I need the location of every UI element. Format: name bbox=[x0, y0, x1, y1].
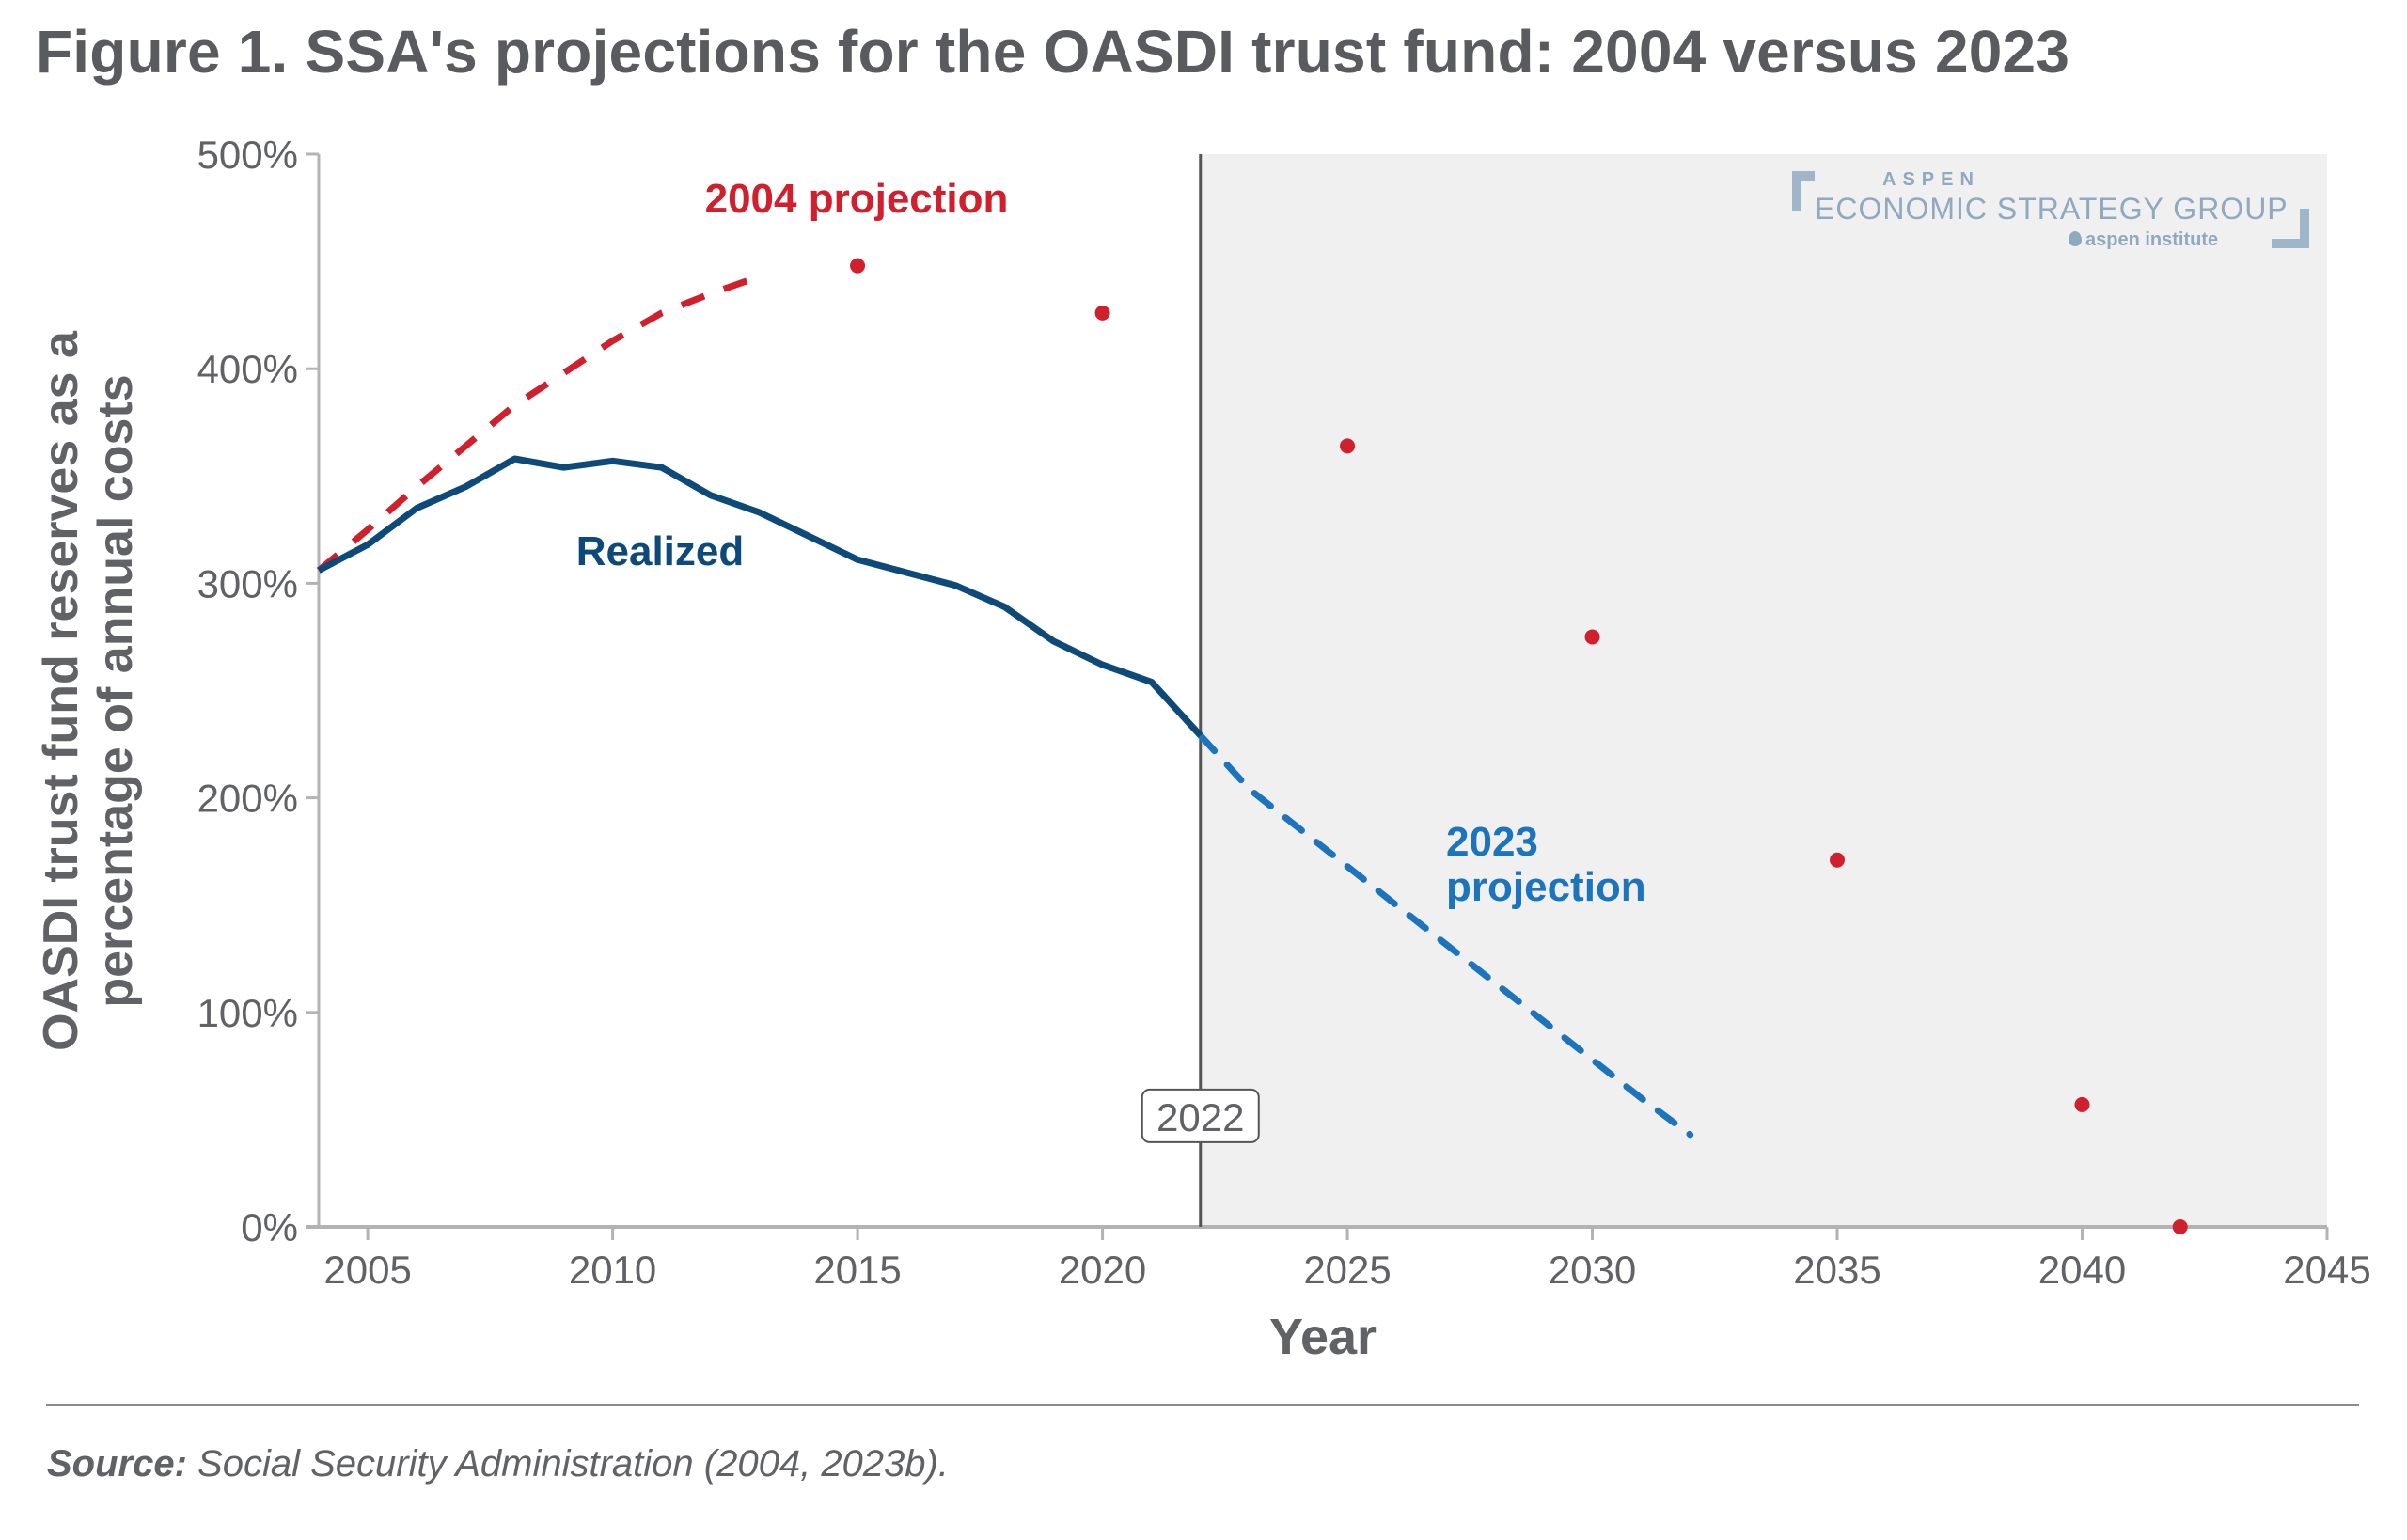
y-tick-label: 200% bbox=[197, 777, 298, 821]
x-tick-label: 2020 bbox=[1059, 1248, 1146, 1292]
series-2004-projection-point bbox=[2172, 1219, 2188, 1234]
logo-aspen-text: ASPEN bbox=[1882, 169, 1980, 190]
x-tick-label: 2005 bbox=[323, 1248, 411, 1292]
x-tick-label: 2040 bbox=[2038, 1248, 2126, 1292]
series-2004-projection-point bbox=[850, 258, 866, 274]
y-tick-label: 400% bbox=[197, 347, 298, 391]
footer-divider bbox=[46, 1404, 2359, 1406]
label-2023-projection-line1: 2023 bbox=[1446, 819, 1538, 865]
y-tick-label: 100% bbox=[197, 991, 298, 1035]
series-2004-projection-point bbox=[1340, 438, 1356, 454]
x-axis-title: Year bbox=[1269, 1309, 1377, 1365]
aspen-esg-logo: ASPEN ECONOMIC STRATEGY GROUP aspen inst… bbox=[1786, 167, 2315, 254]
series-2004-projection-point bbox=[1830, 852, 1846, 868]
x-tick-label: 2035 bbox=[1793, 1248, 1880, 1292]
source-note: Source: Social Security Administration (… bbox=[47, 1443, 949, 1485]
series-realized-line bbox=[317, 455, 1204, 738]
x-tick-label: 2010 bbox=[569, 1248, 656, 1292]
series-2004-projection-point bbox=[2074, 1096, 2090, 1112]
x-tick-label: 2045 bbox=[2283, 1248, 2370, 1292]
label-2004-projection: 2004 projection bbox=[705, 176, 1009, 222]
aspen-leaf-icon bbox=[2069, 231, 2082, 246]
series-2004-projection-line bbox=[316, 273, 762, 574]
shaded-region bbox=[1200, 154, 2327, 1227]
series-layer bbox=[316, 258, 2188, 1234]
logo-institute-text: aspen institute bbox=[2085, 229, 2219, 250]
label-realized: Realized bbox=[576, 528, 745, 574]
projection-period-shade bbox=[1200, 154, 2327, 1227]
x-tick-label: 2015 bbox=[813, 1248, 901, 1292]
x-tick-label: 2025 bbox=[1303, 1248, 1391, 1292]
y-tick-label: 0% bbox=[241, 1205, 298, 1249]
logo-bracket-icon bbox=[1792, 171, 1815, 211]
series-2004-projection-point bbox=[1584, 629, 1600, 645]
source-text: Social Security Administration (2004, 20… bbox=[186, 1443, 949, 1485]
source-label: Source: bbox=[47, 1443, 187, 1485]
labels-layer: 2004 projection Realized 2023 projection… bbox=[34, 176, 1646, 1365]
y-axis-title-line2: percentage of annual costs bbox=[88, 374, 143, 1007]
logo-bracket-icon bbox=[2272, 209, 2309, 248]
axes: 0% 100% 200% 300% 400% 500% 2005 2010 2015 2020 20… bbox=[197, 133, 2371, 1292]
series-2023-projection-line bbox=[1197, 731, 1694, 1139]
label-2023-projection-line2: projection bbox=[1446, 864, 1646, 910]
y-axis-title-line1: OASDI trust fund reserves as a bbox=[34, 330, 88, 1051]
x-tick-label: 2030 bbox=[1549, 1248, 1636, 1292]
series-2004-projection-point bbox=[1094, 305, 1110, 321]
y-tick-label: 500% bbox=[197, 133, 298, 177]
figure-title: Figure 1. SSA's projections for the OASD… bbox=[36, 18, 2070, 86]
reference-label-box bbox=[1141, 1088, 1260, 1143]
logo-esg-text: ECONOMIC STRATEGY GROUP bbox=[1815, 192, 2289, 226]
reference-label-2022: 2022 bbox=[1156, 1095, 1244, 1139]
y-tick-label: 300% bbox=[197, 561, 298, 605]
